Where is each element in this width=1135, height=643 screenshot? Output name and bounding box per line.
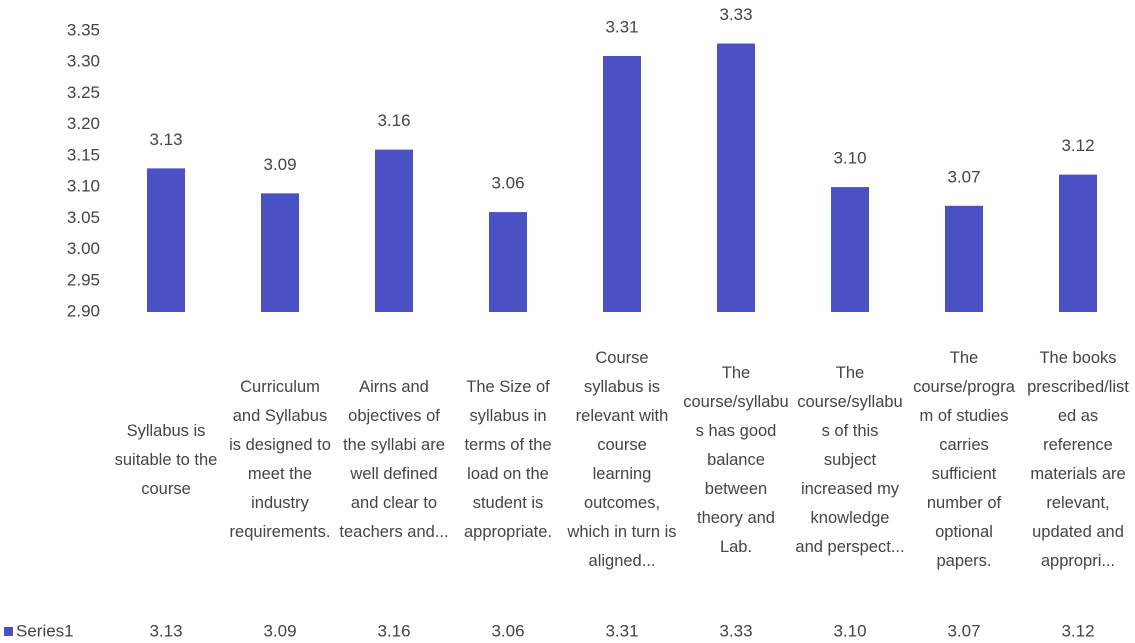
y-tick-label: 3.35 [67, 20, 100, 39]
category-text: The course/syllabus of this subject incr… [795, 363, 905, 556]
data-label: 3.12 [1061, 136, 1094, 155]
bar [717, 43, 755, 312]
x-tick-label: The Size of syllabus in terms of the loa… [453, 318, 563, 602]
bar [1059, 174, 1097, 312]
x-tick-label: The course/syllabus of this subject incr… [795, 318, 905, 602]
table-value: 3.33 [719, 621, 752, 640]
table-value: 3.09 [263, 621, 296, 640]
table-value: 3.13 [149, 621, 182, 640]
category-text: The books prescribed/listed as reference… [1027, 349, 1129, 570]
category-text: The course/syllabus has good balance bet… [683, 363, 789, 556]
bar [489, 212, 527, 312]
category-text: The Size of syllabus in terms of the loa… [463, 378, 553, 541]
category-text: Airns and objectives of the syllabi are … [339, 378, 449, 541]
table-value: 3.31 [605, 621, 638, 640]
category-text: Syllabus is suitable to the course [114, 421, 218, 498]
bar [603, 55, 641, 312]
bar [831, 187, 869, 312]
table-value: 3.16 [377, 621, 410, 640]
x-tick-label: Airns and objectives of the syllabi are … [339, 318, 449, 602]
bar [261, 193, 299, 312]
table-value: 3.06 [491, 621, 524, 640]
data-label: 3.06 [491, 174, 524, 193]
category-text: The course/program of studies carries su… [913, 349, 1015, 570]
y-tick-label: 2.90 [67, 301, 100, 320]
x-tick-label: Syllabus is suitable to the course [111, 318, 221, 602]
bar [945, 205, 983, 312]
y-tick-label: 3.20 [67, 114, 100, 133]
x-tick-label: The course/program of studies carries su… [909, 318, 1019, 602]
bar [375, 149, 413, 312]
y-tick-label: 3.05 [67, 208, 100, 227]
data-label: 3.31 [605, 17, 638, 36]
x-tick-label: The books prescribed/listed as reference… [1023, 318, 1133, 602]
y-tick-label: 2.95 [67, 270, 100, 289]
data-label: 3.09 [263, 155, 296, 174]
table-value: 3.07 [947, 621, 980, 640]
data-label: 3.16 [377, 111, 410, 130]
category-text: Course syllabus is relevant with course … [567, 349, 677, 570]
legend-swatch [4, 627, 13, 636]
x-tick-label: Curriculum and Syllabus is designed to m… [225, 318, 335, 602]
y-tick-label: 3.10 [67, 177, 100, 196]
y-tick-label: 3.00 [67, 239, 100, 258]
y-tick-label: 3.25 [67, 83, 100, 102]
x-tick-label: The course/syllabus has good balance bet… [681, 318, 791, 602]
data-label: 3.10 [833, 149, 866, 168]
data-label: 3.13 [149, 130, 182, 149]
y-tick-label: 3.15 [67, 145, 100, 164]
x-tick-label: Course syllabus is relevant with course … [567, 318, 677, 602]
y-tick-label: 3.30 [67, 52, 100, 71]
category-text: Curriculum and Syllabus is designed to m… [229, 378, 331, 541]
data-label: 3.33 [719, 5, 752, 24]
table-value: 3.12 [1061, 621, 1094, 640]
table-value: 3.10 [833, 621, 866, 640]
data-label: 3.07 [947, 167, 980, 186]
legend-label: Series1 [16, 621, 74, 640]
bar [147, 168, 185, 312]
